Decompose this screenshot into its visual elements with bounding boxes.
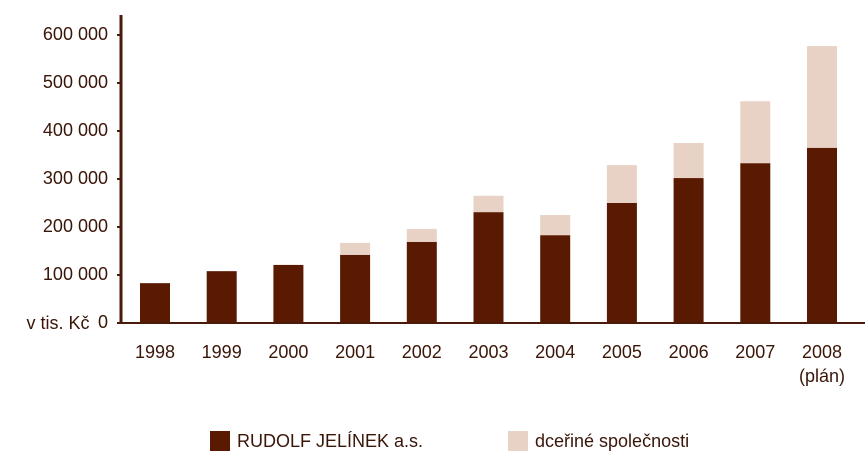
bar-segment: [340, 242, 371, 255]
bar-segment: [473, 212, 504, 323]
bar-segment: [606, 203, 637, 323]
bar-segment: [540, 215, 571, 236]
bar-segment: [406, 228, 437, 242]
y-tick-label: 300 000: [43, 168, 108, 188]
x-tick-label: 2001: [335, 342, 376, 362]
bar-segment: [807, 147, 837, 323]
bar-segment: [473, 195, 504, 213]
y-tick-label: 400 000: [43, 120, 108, 140]
y-tick-label: 500 000: [43, 72, 108, 92]
y-axis-label: v tis. Kč: [26, 313, 89, 333]
x-tick-label: 1998: [134, 342, 176, 362]
bar-segment: [140, 283, 170, 323]
bar-segment: [206, 271, 237, 323]
bar-segment: [673, 178, 704, 323]
x-tick-label: 2005: [601, 342, 642, 362]
bar-segment: [673, 143, 704, 179]
bar-segment: [606, 165, 637, 203]
y-tick-label: 0: [98, 312, 108, 332]
legend-swatch: [210, 431, 230, 451]
bar-segment: [740, 163, 771, 323]
y-tick-label: 600 000: [43, 24, 108, 44]
bar-segment: [406, 241, 437, 323]
bar-segment: [540, 235, 571, 323]
x-tick-label: 2002: [401, 342, 442, 362]
legend-label: dceřiné společnosti: [535, 431, 689, 451]
x-tick-label: 2006: [668, 342, 709, 362]
x-tick-label: 2000: [268, 342, 309, 362]
y-tick-label: 100 000: [43, 264, 108, 284]
bar-segment: [807, 46, 837, 148]
x-tick-label: 2004: [535, 342, 576, 362]
x-tick-label: 2008 (plán): [798, 342, 846, 386]
x-tick-label: 2007: [735, 342, 776, 362]
x-tick-label: 1999: [201, 342, 242, 362]
bar-segment: [273, 264, 304, 323]
y-tick-label: 200 000: [43, 216, 108, 236]
x-tick-label: 2003: [468, 342, 509, 362]
bar-segment: [740, 101, 771, 164]
legend-swatch: [508, 431, 528, 451]
legend-label: RUDOLF JELÍNEK a.s.: [237, 431, 423, 451]
bar-segment: [340, 254, 371, 323]
